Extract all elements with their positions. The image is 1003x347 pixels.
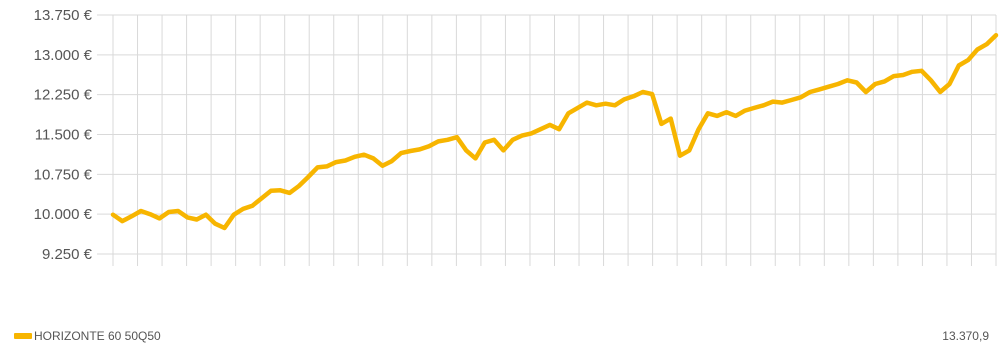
y-tick-label: 9.250 € (42, 246, 93, 263)
horizontal-gridlines (97, 14, 996, 255)
legend: HORIZONTE 60 50Q50 (14, 329, 161, 343)
legend-swatch (14, 333, 32, 339)
y-tick-label: 12.250 € (34, 87, 93, 104)
y-axis-tick-labels: 13.750 € 13.000 € 12.250 € 11.500 € 10.750 €… (34, 7, 93, 263)
y-tick-label: 13.000 € (34, 47, 93, 64)
legend-last-value: 13.370,9 (942, 329, 989, 343)
series-layer (110, 32, 999, 231)
vertical-gridlines (112, 15, 997, 266)
y-tick-label: 11.500 € (35, 127, 93, 144)
y-tick-label: 10.750 € (34, 166, 93, 183)
line-chart: 13.750 € 13.000 € 12.250 € 11.500 € 10.750 €… (34, 7, 999, 266)
legend-series-name: HORIZONTE 60 50Q50 (34, 329, 161, 343)
series-line (110, 32, 999, 231)
y-tick-label: 13.750 € (34, 7, 93, 24)
y-tick-label: 10.000 € (34, 206, 93, 223)
